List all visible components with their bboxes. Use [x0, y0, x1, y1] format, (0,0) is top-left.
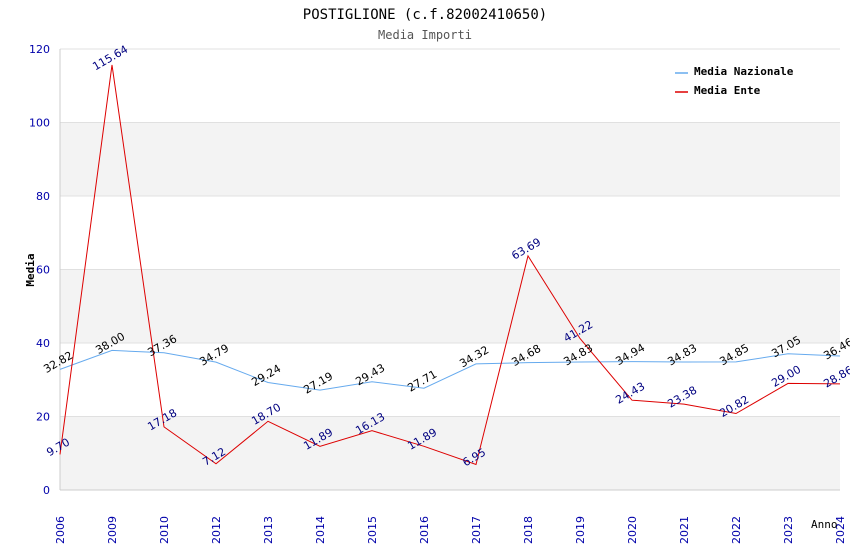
y-tick-label: 0 [43, 484, 50, 497]
x-tick-label: 2014 [314, 516, 327, 544]
y-tick-label: 40 [36, 337, 50, 350]
y-axis-label: Media [24, 253, 37, 286]
background-band [60, 269, 840, 343]
x-tick-label: 2024 [834, 516, 847, 544]
legend-label-nazionale: Media Nazionale [694, 65, 794, 78]
x-tick-label: 2012 [210, 516, 223, 544]
x-tick-label: 2018 [522, 516, 535, 544]
x-tick-label: 2013 [262, 516, 275, 544]
x-tick-label: 2006 [54, 516, 67, 544]
background-band [60, 343, 840, 417]
y-tick-labels: 0 20 40 60 80 100 120 [29, 43, 50, 497]
x-tick-label: 2017 [470, 516, 483, 544]
x-tick-label: 2019 [574, 516, 587, 544]
legend: Media Nazionale Media Ente [669, 59, 810, 101]
chart-title: POSTIGLIONE (c.f.82002410650) [303, 7, 547, 23]
y-tick-label: 120 [29, 43, 50, 56]
y-tick-label: 80 [36, 190, 50, 203]
background-band [60, 196, 840, 270]
x-tick-label: 2023 [782, 516, 795, 544]
x-tick-label: 2009 [106, 516, 119, 544]
x-tick-label: 2022 [730, 516, 743, 544]
x-tick-label: 2010 [158, 516, 171, 544]
y-tick-label: 60 [36, 264, 50, 277]
x-tick-label: 2016 [418, 516, 431, 544]
legend-label-ente: Media Ente [694, 84, 761, 97]
background-band [60, 122, 840, 196]
series-line-nazionale [59, 349, 841, 391]
series-lines [59, 64, 841, 466]
x-tick-label: 2020 [626, 516, 639, 544]
x-tick-labels: 2006 2009 2010 2012 2013 2014 2015 2016 2017 2018… [54, 516, 847, 544]
legend-box [669, 59, 810, 101]
y-tick-label: 20 [36, 411, 50, 424]
background-band [60, 416, 840, 490]
axes [59, 49, 840, 491]
series-line-ente [59, 64, 841, 466]
chart-subtitle: Media Importi [378, 28, 472, 42]
x-axis-label: Anno [811, 518, 838, 531]
x-tick-label: 2015 [366, 516, 379, 544]
y-tick-label: 100 [29, 117, 50, 130]
x-tick-label: 2021 [678, 516, 691, 544]
